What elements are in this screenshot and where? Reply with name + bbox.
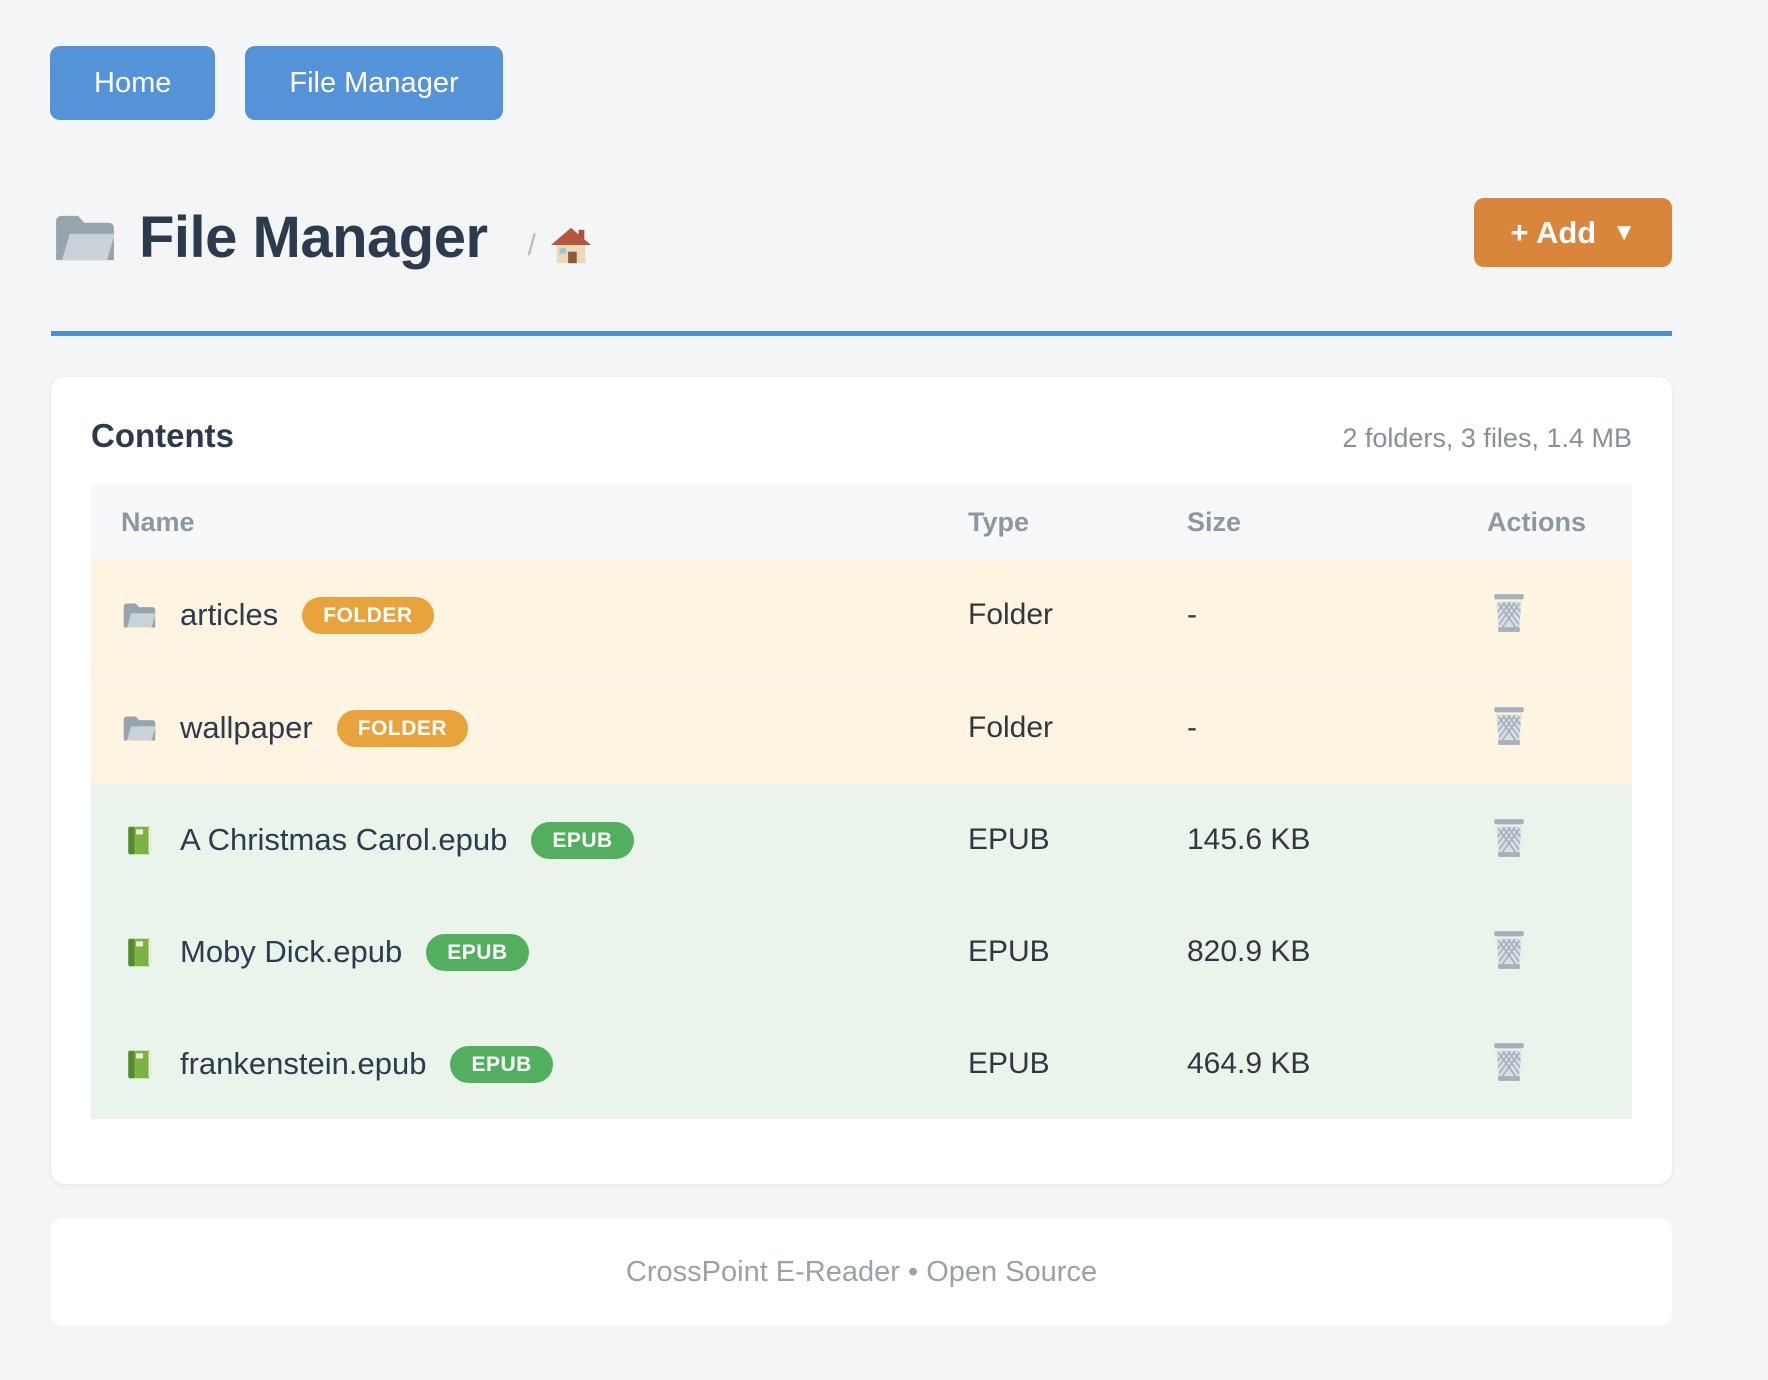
contents-summary: 2 folders, 3 files, 1.4 MB [1342,423,1632,453]
size-cell: 464.9 KB [1187,1047,1311,1080]
breadcrumb-nav: Home File Manager [50,46,503,120]
file-name[interactable]: A Christmas Carol.epub [180,822,508,857]
file-type-badge: FOLDER [336,709,469,747]
contents-card: Contents 2 folders, 3 files, 1.4 MB Name… [51,377,1672,1184]
add-button-label: + Add [1510,214,1597,250]
type-cell: EPUB [968,1047,1050,1080]
chevron-down-icon: ▼ [1612,218,1636,246]
column-header-name: Name [121,506,195,537]
type-cell: Folder [968,598,1054,631]
size-cell: 820.9 KB [1187,935,1311,968]
file-manager-button[interactable]: File Manager [245,46,503,120]
folder-icon [51,210,119,266]
actions-cell [1487,928,1632,977]
book-icon [121,1049,158,1080]
name-cell: articles FOLDER [121,596,968,634]
page-header: File Manager / [51,204,592,271]
table-body: articles FOLDER Folder - wallpaper FOLDER Fold… [91,559,1632,1119]
delete-button[interactable] [1489,928,1529,972]
wastebasket-icon [1489,816,1529,860]
book-icon [121,937,158,968]
actions-cell [1487,816,1632,865]
type-cell: Folder [968,711,1054,744]
file-name[interactable]: Moby Dick.epub [180,934,403,969]
file-type-badge: EPUB [450,1045,553,1083]
table-header-row: Name Type Size Actions [91,485,1632,559]
wastebasket-icon [1489,704,1529,748]
column-header-type: Type [968,506,1030,537]
folder-icon [121,713,158,744]
name-cell: frankenstein.epub EPUB [121,1045,968,1083]
file-name[interactable]: articles [180,597,279,632]
table-row[interactable]: A Christmas Carol.epub EPUB EPUB 145.6 KB [91,783,1632,895]
name-cell: A Christmas Carol.epub EPUB [121,821,968,859]
footer: CrossPoint E-Reader • Open Source [51,1218,1672,1326]
file-type-badge: FOLDER [302,596,434,634]
breadcrumb: / [528,210,592,266]
column-header-actions: Actions [1487,506,1587,537]
name-cell: wallpaper FOLDER [121,709,968,747]
delete-button[interactable] [1489,816,1529,860]
contents-heading: Contents [91,417,234,454]
breadcrumb-separator: / [527,228,536,262]
type-cell: EPUB [968,935,1050,968]
size-cell: 145.6 KB [1187,823,1311,856]
actions-cell [1487,704,1632,753]
folder-icon [121,600,158,631]
file-name[interactable]: frankenstein.epub [180,1046,427,1081]
actions-cell [1487,1040,1632,1089]
table-row[interactable]: frankenstein.epub EPUB EPUB 464.9 KB [91,1007,1632,1119]
size-cell: - [1187,711,1197,744]
actions-cell [1487,591,1632,640]
type-cell: EPUB [968,823,1050,856]
footer-text: CrossPoint E-Reader • Open Source [625,1255,1098,1288]
wastebasket-icon [1489,1040,1529,1084]
table-row[interactable]: Moby Dick.epub EPUB EPUB 820.9 KB [91,895,1632,1007]
file-type-badge: EPUB [426,933,529,971]
file-table: Name Type Size Actions articles FOLDER Fol… [91,485,1632,1119]
page-title: File Manager [139,205,488,270]
add-button[interactable]: + Add ▼ [1474,198,1672,267]
delete-button[interactable] [1489,704,1529,748]
delete-button[interactable] [1489,591,1529,635]
column-header-size: Size [1187,506,1242,537]
wastebasket-icon [1489,591,1529,635]
wastebasket-icon [1489,928,1529,972]
name-cell: Moby Dick.epub EPUB [121,933,968,971]
file-type-badge: EPUB [531,821,634,859]
title-divider [51,331,1672,336]
size-cell: - [1187,598,1197,631]
delete-button[interactable] [1489,1040,1529,1084]
table-row[interactable]: articles FOLDER Folder - [91,559,1632,671]
house-icon[interactable] [550,226,592,266]
file-name[interactable]: wallpaper [180,710,313,745]
table-row[interactable]: wallpaper FOLDER Folder - [91,671,1632,783]
book-icon [121,825,158,856]
contents-card-header: Contents 2 folders, 3 files, 1.4 MB [91,417,1632,455]
home-button[interactable]: Home [50,46,216,120]
